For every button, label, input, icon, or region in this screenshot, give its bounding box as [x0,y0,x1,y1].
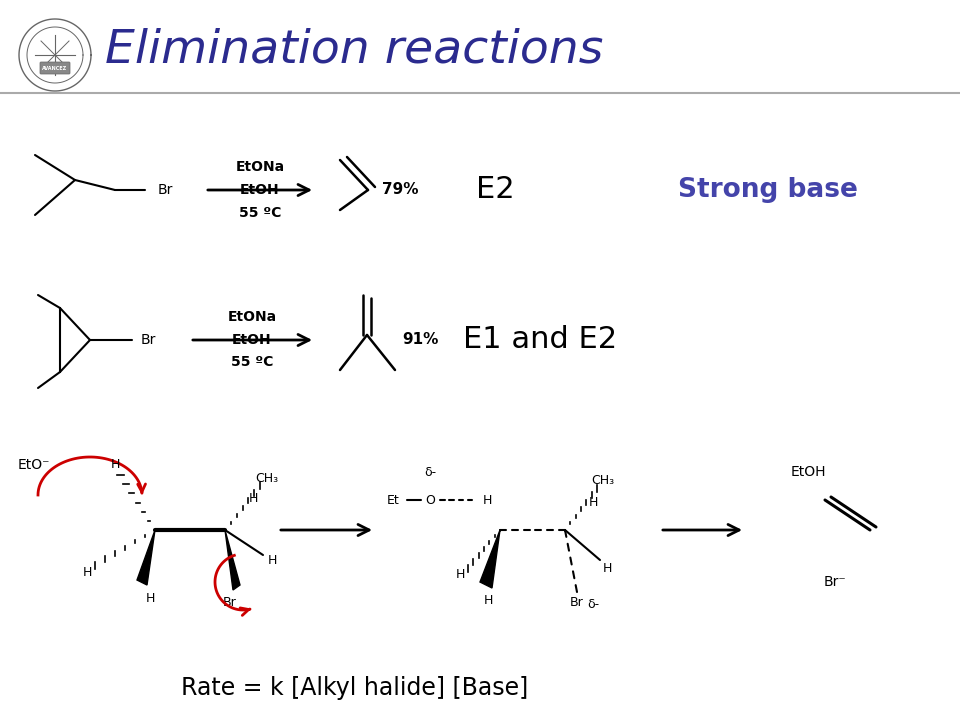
Polygon shape [137,530,155,585]
Text: AVANCEZ: AVANCEZ [42,66,67,71]
Text: Br: Br [158,183,174,197]
Text: H: H [482,493,492,506]
Polygon shape [225,530,240,590]
Text: EtOH: EtOH [232,333,272,347]
Text: H: H [455,569,465,582]
Text: H: H [83,565,92,578]
Text: H: H [602,562,612,575]
Polygon shape [480,530,500,588]
Text: H: H [267,554,276,567]
Text: EtONa: EtONa [228,310,276,324]
Text: Br: Br [570,595,584,608]
Text: H: H [588,495,598,508]
Text: 55 ºC: 55 ºC [239,206,281,220]
Text: E2: E2 [476,176,515,204]
Text: δ-: δ- [587,598,599,611]
Text: Rate = k [Alkyl halide] [Base]: Rate = k [Alkyl halide] [Base] [181,676,529,700]
Text: CH₃: CH₃ [255,472,278,485]
Text: 91%: 91% [402,333,438,348]
Text: Et: Et [387,493,399,506]
Text: EtO⁻: EtO⁻ [18,458,51,472]
Text: H: H [145,592,155,605]
Text: EtONa: EtONa [235,160,284,174]
Text: Br: Br [223,596,237,610]
Text: CH₃: CH₃ [591,474,614,487]
Text: Br: Br [140,333,156,347]
Text: Br⁻: Br⁻ [824,575,847,589]
Text: E1 and E2: E1 and E2 [463,325,617,354]
FancyBboxPatch shape [40,62,70,74]
Text: 55 ºC: 55 ºC [230,355,274,369]
Text: O: O [425,493,435,506]
Text: δ-: δ- [424,466,436,479]
Text: H: H [110,459,120,472]
Text: H: H [249,492,257,505]
Text: EtOH: EtOH [240,183,279,197]
Text: Strong base: Strong base [678,177,858,203]
Text: EtOH: EtOH [790,465,826,479]
Text: 79%: 79% [382,182,419,197]
Text: Elimination reactions: Elimination reactions [105,27,604,73]
Text: H: H [483,593,492,606]
